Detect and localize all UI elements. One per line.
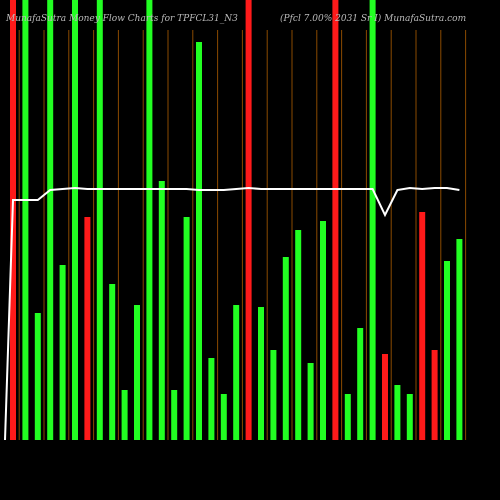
bar [282, 257, 289, 440]
bar [394, 385, 401, 440]
bar [332, 0, 339, 440]
bar [171, 390, 178, 440]
bar [121, 390, 128, 440]
bar [357, 328, 364, 440]
bar [245, 0, 252, 440]
bar [431, 350, 438, 440]
bar [72, 0, 78, 440]
bar [233, 305, 240, 440]
bar [295, 230, 302, 440]
bar [307, 363, 314, 440]
bar [320, 221, 326, 440]
chart-subtitle: (Pfcl 7.00% 2031 Sr I) MunafaSutra.com [280, 13, 466, 24]
bar [134, 305, 140, 440]
bar [109, 284, 116, 440]
money-flow-line [4, 186, 460, 441]
bars [10, 0, 463, 440]
bar [196, 42, 202, 440]
bar [96, 0, 103, 440]
bar [146, 0, 153, 440]
bar [456, 239, 463, 440]
bar [270, 350, 277, 440]
bar [382, 354, 388, 440]
bar [220, 394, 227, 440]
bar [84, 217, 91, 440]
bar [419, 212, 426, 440]
bar [444, 261, 450, 440]
bar [369, 0, 376, 440]
bar [208, 358, 215, 440]
chart-title: MunafaSutra Money Flow Charts for TPFCL3… [5, 14, 238, 24]
bar [47, 0, 54, 440]
bar [158, 181, 165, 440]
bar [59, 265, 66, 440]
bar [258, 307, 264, 440]
bar [34, 313, 41, 440]
bar [344, 394, 351, 440]
bar [22, 0, 29, 440]
bar [406, 394, 413, 440]
guide-lines [18, 30, 467, 440]
bar [183, 217, 190, 440]
